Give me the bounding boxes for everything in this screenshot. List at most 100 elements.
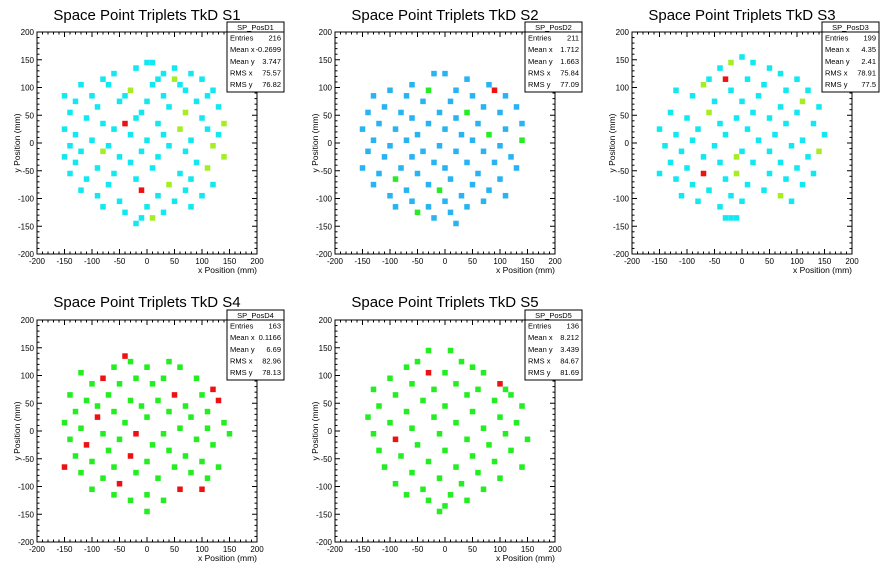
bin-cell bbox=[111, 364, 117, 370]
x-tick-label: -150 bbox=[354, 545, 371, 554]
stats-box-frame bbox=[524, 309, 583, 381]
bin-cell bbox=[215, 131, 222, 138]
bin-cell bbox=[111, 70, 117, 77]
stats-label: Entries bbox=[528, 322, 552, 331]
bin-cell bbox=[431, 386, 437, 393]
bin-cell bbox=[436, 109, 443, 116]
bin-cell bbox=[199, 458, 205, 465]
stats-name: SP_PosD1 bbox=[237, 23, 274, 32]
bin-cell bbox=[673, 87, 679, 94]
bin-cell bbox=[166, 408, 172, 415]
stats-value: 75.84 bbox=[560, 68, 579, 77]
bin-cell bbox=[431, 215, 437, 221]
bin-cell bbox=[160, 70, 167, 77]
bin-cell bbox=[199, 76, 205, 82]
bin-cell bbox=[733, 215, 740, 221]
bin-cell bbox=[491, 87, 498, 94]
stats-label: Entries bbox=[230, 322, 254, 331]
bin-cell bbox=[398, 453, 404, 459]
y-tick-label: 150 bbox=[616, 56, 630, 65]
bin-cell bbox=[89, 381, 95, 387]
y-tick-label: -150 bbox=[613, 222, 630, 231]
bin-cell bbox=[381, 464, 388, 470]
stats-value: 81.69 bbox=[560, 368, 579, 377]
bin-cell bbox=[497, 381, 503, 387]
x-tick-label: 50 bbox=[170, 257, 179, 266]
bin-cell bbox=[755, 137, 762, 143]
x-tick-label: -200 bbox=[29, 257, 46, 266]
bin-cell bbox=[722, 76, 729, 82]
bin-cell bbox=[100, 148, 106, 155]
bin-cell bbox=[409, 381, 415, 387]
bin-cell bbox=[469, 93, 476, 99]
bin-cell bbox=[403, 187, 410, 193]
bin-cell bbox=[133, 431, 139, 437]
bin-cell bbox=[805, 87, 811, 94]
y-tick-label: -100 bbox=[18, 195, 35, 204]
bin-cell bbox=[403, 364, 410, 370]
panel-5: Space Point Triplets TkD S5-200 -150 -100-… bbox=[310, 294, 583, 563]
x-tick-label: 150 bbox=[521, 545, 535, 554]
x-tick-label: 0 bbox=[740, 257, 745, 266]
bin-cell bbox=[442, 126, 448, 132]
bin-cell bbox=[442, 198, 448, 205]
bin-cell bbox=[149, 381, 156, 387]
stats-label: Mean y bbox=[230, 345, 255, 354]
bin-cell bbox=[149, 81, 156, 88]
bin-cell bbox=[739, 148, 745, 155]
bin-cell bbox=[464, 436, 470, 443]
bin-cell bbox=[138, 148, 145, 155]
bin-cell bbox=[442, 503, 448, 509]
bin-cell bbox=[365, 109, 371, 116]
bin-cell bbox=[403, 492, 410, 498]
x-tick-label: 0 bbox=[145, 545, 150, 554]
bin-cell bbox=[127, 131, 134, 138]
bin-cell bbox=[221, 154, 227, 160]
x-tick-label: 200 bbox=[250, 257, 264, 266]
chart-title: Space Point Triplets TkD S5 bbox=[351, 294, 538, 311]
stats-label: RMS x bbox=[825, 68, 848, 77]
bin-cell bbox=[193, 436, 200, 443]
bin-cell bbox=[72, 408, 79, 415]
bin-cell bbox=[480, 148, 487, 155]
bin-cell bbox=[750, 159, 756, 166]
bin-cell bbox=[177, 81, 183, 88]
bin-cell bbox=[491, 458, 498, 465]
bin-cell bbox=[122, 93, 128, 99]
bin-cell bbox=[105, 392, 112, 398]
bin-cell bbox=[177, 126, 183, 132]
stats-box-frame bbox=[226, 309, 285, 381]
y-tick-label: 50 bbox=[323, 399, 332, 408]
bin-cell bbox=[497, 143, 503, 149]
bin-cell bbox=[656, 170, 663, 177]
chart-title: Space Point Triplets TkD S2 bbox=[351, 7, 538, 24]
y-tick-label: 100 bbox=[319, 372, 333, 381]
bin-cell bbox=[750, 109, 756, 116]
bin-cell bbox=[149, 215, 156, 221]
bin-cell bbox=[475, 386, 481, 393]
bin-cell bbox=[122, 419, 128, 426]
bin-cell bbox=[453, 419, 459, 426]
bin-cell bbox=[78, 425, 84, 431]
y-tick-label: 200 bbox=[21, 28, 35, 37]
chart-title: Space Point Triplets TkD S4 bbox=[53, 294, 240, 311]
stats-value: 76.82 bbox=[262, 80, 281, 89]
bin-cell bbox=[453, 148, 459, 155]
bin-cell bbox=[210, 181, 216, 188]
bin-cell bbox=[431, 70, 437, 77]
bin-cell bbox=[662, 143, 668, 149]
bin-cell bbox=[425, 497, 432, 504]
bin-cell bbox=[144, 458, 150, 465]
bin-cell bbox=[486, 442, 492, 448]
bin-cell bbox=[155, 154, 161, 160]
bin-cell bbox=[166, 104, 172, 110]
stats-value: 6.69 bbox=[266, 345, 281, 354]
bin-cell bbox=[497, 109, 503, 116]
x-tick-label: -50 bbox=[709, 257, 721, 266]
stats-label: Mean x bbox=[825, 45, 850, 54]
stats-value: 8.212 bbox=[560, 333, 579, 342]
y-tick-label: 100 bbox=[21, 84, 35, 93]
bin-cell bbox=[370, 93, 377, 99]
stats-value: 1.663 bbox=[560, 57, 579, 66]
bin-cell bbox=[684, 165, 690, 171]
